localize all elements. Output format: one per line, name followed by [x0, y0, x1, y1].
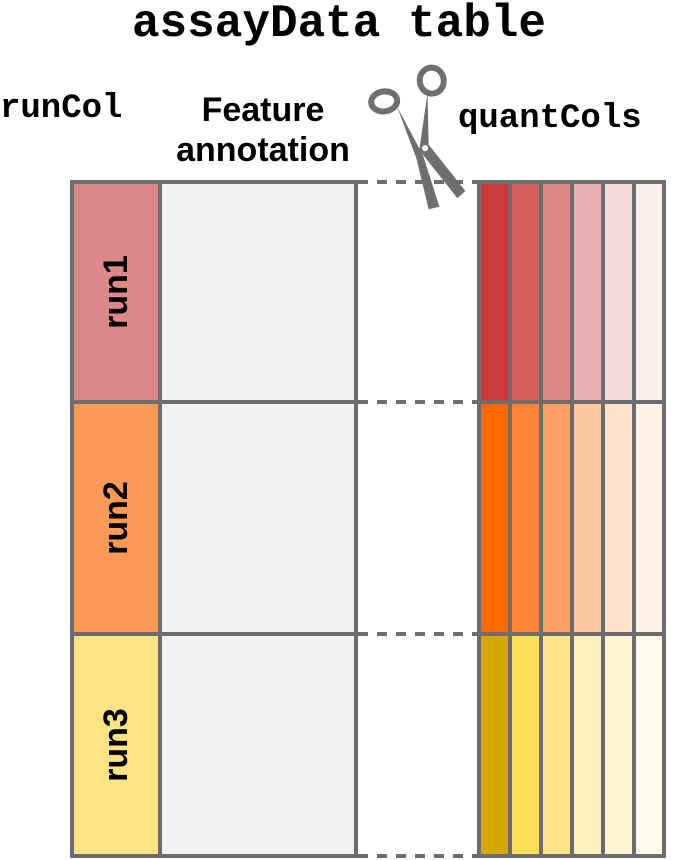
- scissors-icon: [368, 64, 466, 210]
- quant-cell-1-3: [539, 180, 574, 404]
- quant-cell-3-4: [570, 632, 605, 858]
- feature-label-line2: annotation: [176, 131, 350, 169]
- run-col-label: runCol: [0, 90, 123, 128]
- quant-cell-3-3: [539, 632, 574, 858]
- feature-annotation-cell-2: [158, 400, 358, 636]
- quant-cell-2-4: [570, 400, 605, 636]
- feature-annotation-label: Feature annotation: [157, 90, 369, 170]
- quant-cell-1-5: [601, 180, 636, 404]
- run-cell-1: [70, 180, 162, 404]
- cut-connectors: [358, 180, 477, 858]
- diagram-title: assayData table: [131, 0, 547, 50]
- quant-cell-3-6: [632, 632, 666, 858]
- quant-cell-2-3: [539, 400, 574, 636]
- quant-cell-2-1: [477, 400, 512, 636]
- quant-cell-2-6: [632, 400, 666, 636]
- feature-annotation-cell-3: [158, 632, 358, 858]
- left-table: run1 run2 run3: [70, 180, 358, 858]
- quant-cell-3-2: [508, 632, 543, 858]
- quant-cell-2-2: [508, 400, 543, 636]
- run-label-3: run3: [97, 708, 135, 782]
- quant-cell-3-5: [601, 632, 636, 858]
- quant-cell-1-2: [508, 180, 543, 404]
- quant-cell-1-4: [570, 180, 605, 404]
- run-label-1: run1: [97, 255, 135, 329]
- quant-cell-1-6: [632, 180, 666, 404]
- quant-cols-label: quantCols: [458, 100, 642, 138]
- quant-columns-table: [477, 180, 666, 858]
- run-cell-3: [70, 632, 162, 858]
- quant-cell-2-5: [601, 400, 636, 636]
- quant-cell-3-1: [477, 632, 512, 858]
- run-label-2: run2: [97, 481, 135, 555]
- feature-annotation-cell-1: [158, 180, 358, 404]
- quant-cell-1-1: [477, 180, 512, 404]
- feature-label-line1: Feature: [201, 91, 325, 129]
